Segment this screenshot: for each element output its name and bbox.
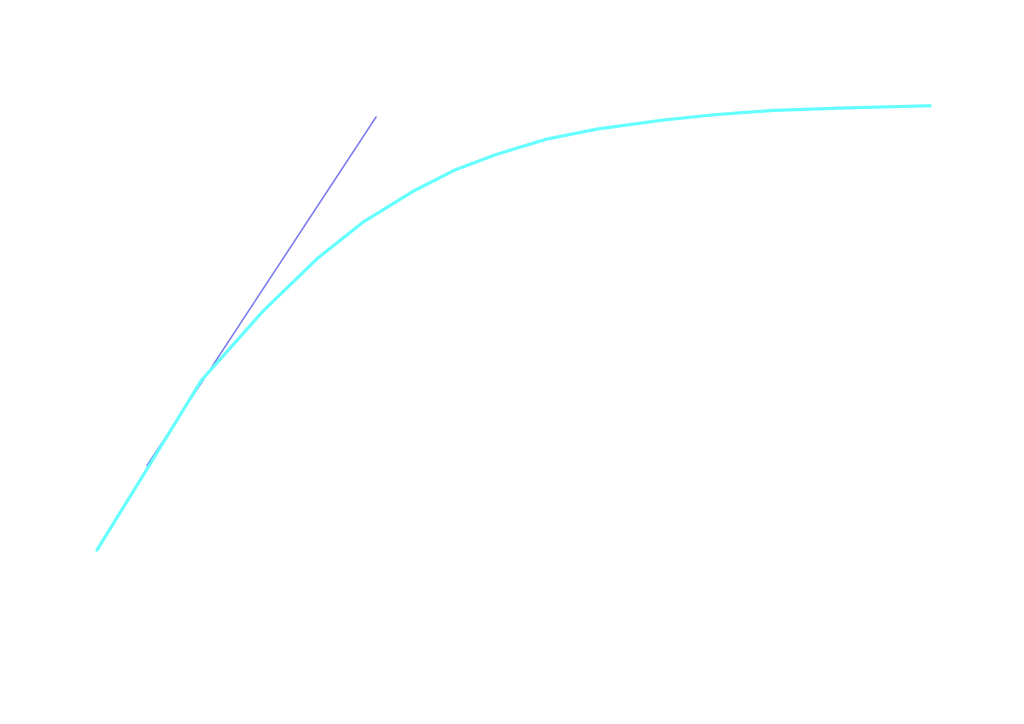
series-line-2	[95, 104, 932, 552]
series-layer	[95, 104, 932, 552]
